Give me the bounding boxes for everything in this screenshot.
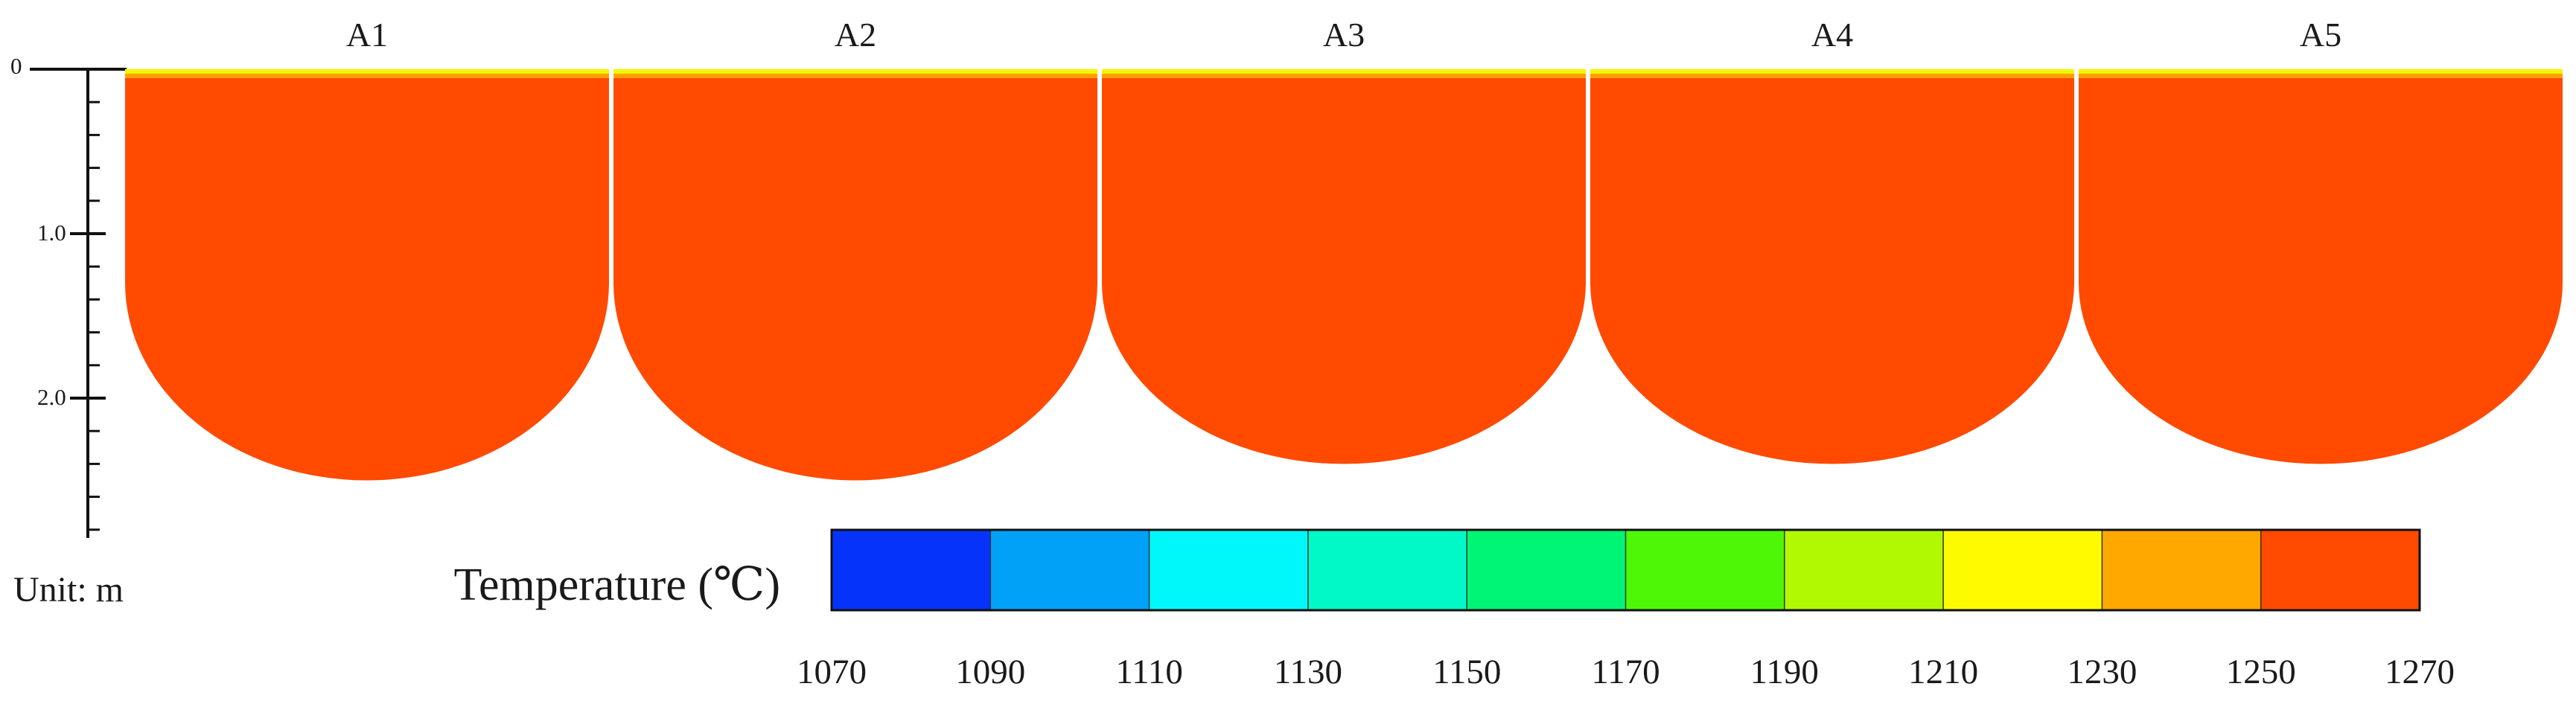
melt-region [1590,69,2074,464]
ladle-panel-a2 [613,69,1097,481]
colorbar-tick-label: 1230 [2067,653,2137,691]
panel-title-a1: A1 [346,16,388,54]
panel-title-a4: A4 [1811,16,1853,54]
colorbar-segment [990,530,1150,610]
colorbar-border [830,528,2421,612]
colorbar-tick-labels: 1070 1090 1110 1130 1150 1170 1190 1210 1230 1250… [797,653,2455,691]
colorbar-tick-label: 1150 [1432,653,1501,691]
panel-title-a5: A5 [2300,16,2341,54]
surface-layer-outer [2079,69,2563,74]
colorbar-tick-label: 1090 [955,653,1025,691]
depth-tick-label: 0 [10,53,22,79]
colorbar-tick-label: 1170 [1591,653,1660,691]
colorbar-segment [1943,530,2102,610]
melt-region [613,69,1097,481]
colorbar-tick-label: 1190 [1750,653,1819,691]
colorbar-tick-label: 1250 [2226,653,2296,691]
depth-tick-label: 1.0 [37,220,66,246]
colorbar-segment [832,530,991,610]
panel-title-a3: A3 [1323,16,1365,54]
panel-title-a2: A2 [835,16,876,54]
colorbar-segment [1307,530,1467,610]
ladle-panel-a4 [1590,69,2074,464]
melt-region [125,69,609,481]
colorbar-segment [1467,530,1626,610]
melt-region [1102,69,1586,464]
colorbar-tick-label: 1070 [797,653,867,691]
colorbar-segment [1784,530,1944,610]
surface-layer-outer [613,69,1097,74]
ladle-panel-a3 [1102,69,1586,464]
colorbar-segment [2260,530,2420,610]
ladle-panel-a5 [2078,69,2563,464]
colorbar-segment [1625,530,1785,610]
colorbar-tick-label: 1110 [1115,653,1183,691]
surface-layer-outer [1590,69,2074,74]
surface-layer-outer [1102,69,1586,74]
ladle-panels [125,69,2563,481]
colorbar-segment [1149,530,1309,610]
melt-region [2078,69,2563,464]
colorbar-tick-label: 1130 [1274,653,1342,691]
depth-axis: 0 1.0 2.0 [10,53,127,538]
colorbar-tick-label: 1210 [1908,653,1978,691]
depth-tick-label: 2.0 [37,384,66,410]
panel-titles: A1 A2 A3 A4 A5 [346,16,2341,54]
ladle-panel-a1 [125,69,609,481]
surface-layer-outer [125,69,609,74]
unit-label: Unit: m [13,570,124,609]
colorbar-segment [2102,530,2262,610]
temperature-colorbar [830,528,2421,612]
colorbar-tick-label: 1270 [2385,653,2455,691]
colorbar-title: Temperature (℃) [453,560,780,610]
